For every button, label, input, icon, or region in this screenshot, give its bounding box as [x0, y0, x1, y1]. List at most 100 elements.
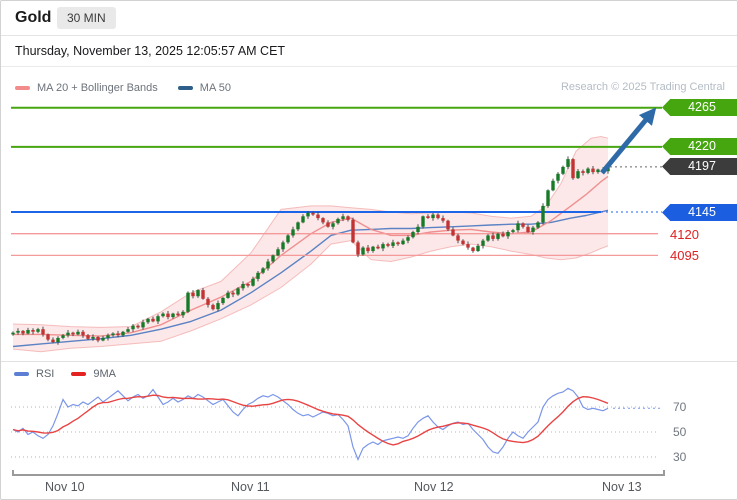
main-legend-item-1: MA 50: [177, 81, 231, 94]
main-chart-legend: MA 20 + Bollinger Bands MA 50: [15, 80, 231, 95]
research-watermark: Research © 2025 Trading Central: [560, 81, 725, 93]
candle-down: [436, 214, 440, 219]
candle-down: [441, 218, 445, 221]
x-axis-line: [12, 470, 665, 476]
candle-up: [406, 237, 410, 241]
candle-up: [336, 218, 340, 224]
candle-down: [41, 329, 45, 335]
candle-up: [476, 245, 480, 252]
rsi-9ma-line: [12, 394, 609, 446]
candle-up: [56, 337, 60, 343]
candle-up: [141, 322, 145, 328]
candle-up: [61, 335, 65, 338]
candle-up: [586, 168, 590, 173]
candle-down: [86, 335, 90, 339]
candle-down: [451, 229, 455, 236]
main-legend-label: MA 50: [199, 81, 231, 94]
candle-down: [376, 246, 380, 249]
candle-up: [186, 292, 190, 312]
rsi-scale-30: 30: [673, 450, 687, 464]
candle-down: [461, 240, 465, 245]
candle-up: [91, 337, 95, 339]
candle-down: [201, 290, 205, 299]
candle-down: [151, 318, 155, 322]
x-axis-label-1: Nov 11: [231, 480, 270, 494]
candle-down: [396, 242, 400, 245]
rsi-scale-50: 50: [673, 425, 687, 439]
rsi-legend-label: RSI: [36, 368, 55, 380]
candle-up: [401, 240, 405, 245]
candle-down: [311, 212, 315, 215]
rsi-line: [12, 387, 609, 462]
candle-down: [81, 331, 85, 336]
main-legend-item-0: MA 20 + Bollinger Bands: [15, 82, 158, 94]
candle-up: [541, 205, 545, 223]
candle-up: [576, 171, 580, 179]
candle-down: [581, 171, 585, 173]
candle-down: [51, 339, 55, 343]
candle-up: [76, 331, 80, 335]
candle-down: [521, 223, 525, 227]
candle-up: [171, 313, 175, 318]
candle-up: [226, 292, 230, 298]
price-level-text-4095: 4095: [670, 248, 699, 263]
candle-up: [276, 249, 280, 256]
candle-down: [176, 313, 180, 316]
candle-up: [546, 190, 550, 206]
candle-up: [341, 216, 345, 219]
instrument-title: Gold: [15, 9, 52, 26]
candle-down: [356, 242, 360, 255]
candle-up: [66, 332, 70, 336]
candle-down: [31, 330, 35, 332]
candle-down: [351, 219, 355, 243]
candle-down: [206, 298, 210, 305]
candle-up: [551, 180, 555, 191]
candle-down: [136, 325, 140, 328]
candle-up: [506, 232, 510, 237]
candle-down: [571, 159, 575, 179]
rsi-scale-70: 70: [673, 400, 687, 414]
candle-up: [596, 169, 600, 173]
candle-down: [326, 222, 330, 227]
candle-down: [501, 233, 505, 237]
candle-down: [191, 292, 195, 297]
candle-up: [281, 242, 285, 250]
x-axis-label-3: Nov 13: [602, 480, 642, 494]
timeframe-badge[interactable]: 30 MIN: [57, 7, 116, 29]
candle-up: [556, 173, 560, 181]
rsi-legend: RSI 9MA: [14, 368, 116, 380]
candle-up: [416, 226, 420, 232]
candle-down: [526, 226, 530, 232]
candle-down: [491, 235, 495, 239]
candle-up: [411, 232, 415, 238]
candle-down: [466, 244, 470, 248]
candle-down: [96, 337, 100, 341]
main-legend-swatch-icon: [177, 85, 193, 90]
candle-up: [36, 329, 40, 332]
candle-up: [11, 332, 15, 335]
candle-up: [561, 166, 565, 174]
rsi-legend-swatch-icon: [14, 372, 29, 376]
candle-up: [271, 255, 275, 262]
candle-down: [166, 313, 170, 318]
rsi-legend-label: 9MA: [93, 368, 116, 380]
candle-up: [536, 222, 540, 228]
candle-down: [246, 284, 250, 286]
candle-up: [481, 240, 485, 246]
candle-down: [346, 216, 350, 220]
candle-up: [516, 223, 520, 231]
bollinger-upper-line: [12, 135, 609, 328]
candle-down: [321, 218, 325, 223]
candle-up: [131, 325, 135, 330]
candle-down: [366, 247, 370, 252]
candle-up: [286, 235, 290, 243]
price-level-tag-4220: 4220: [662, 138, 737, 155]
candle-up: [146, 318, 150, 323]
main-legend-swatch-icon: [15, 85, 30, 90]
candle-down: [426, 216, 430, 218]
candle-up: [371, 246, 375, 251]
candle-down: [46, 334, 50, 340]
price-level-tag-4265: 4265: [662, 99, 737, 116]
candle-up: [496, 233, 500, 239]
